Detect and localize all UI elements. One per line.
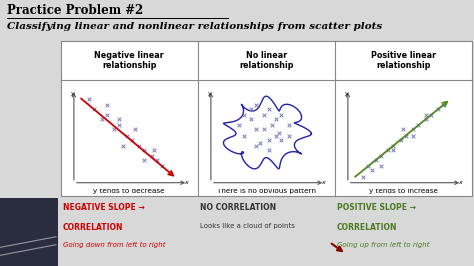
Point (285, 134, 292, 138)
Point (158, 164, 165, 168)
Point (240, 113, 247, 117)
Text: Positive linear
relationship: Positive linear relationship (371, 51, 436, 70)
Point (98, 117, 105, 121)
Text: As x increases,
y tends to increase: As x increases, y tends to increase (369, 181, 438, 194)
Text: Going up from left to right: Going up from left to right (337, 242, 429, 248)
Point (252, 144, 260, 148)
Text: y: y (207, 90, 211, 95)
Point (389, 144, 397, 148)
Point (397, 138, 404, 142)
Point (256, 141, 264, 145)
Point (265, 138, 273, 142)
Point (103, 113, 110, 117)
Point (273, 134, 280, 138)
Point (285, 123, 292, 127)
Bar (0, 198, 58, 266)
Point (103, 103, 110, 107)
Point (240, 134, 247, 138)
Point (153, 158, 161, 162)
Point (399, 127, 407, 132)
Point (402, 134, 410, 138)
Point (260, 127, 267, 132)
Point (265, 107, 273, 111)
Text: y: y (70, 90, 74, 95)
Point (435, 107, 442, 111)
Point (269, 123, 276, 127)
Point (364, 164, 372, 168)
Point (427, 113, 435, 117)
Point (252, 103, 260, 107)
Point (277, 138, 285, 142)
Point (260, 113, 267, 117)
Text: As x increases,
y tends to decrease: As x increases, y tends to decrease (93, 181, 165, 194)
Point (85, 97, 93, 101)
Text: Negative linear
relationship: Negative linear relationship (94, 51, 164, 70)
Point (414, 123, 422, 127)
Point (150, 148, 158, 152)
Point (247, 107, 255, 111)
Text: NO CORRELATION: NO CORRELATION (200, 203, 276, 213)
Point (384, 148, 392, 152)
Point (140, 158, 148, 162)
Text: Practice Problem #2: Practice Problem #2 (7, 4, 143, 17)
Point (265, 148, 273, 152)
Point (273, 117, 280, 121)
Point (132, 127, 139, 132)
Text: Looks like a cloud of points: Looks like a cloud of points (200, 223, 295, 230)
Point (439, 103, 447, 107)
Point (235, 123, 242, 127)
Text: x: x (184, 180, 188, 185)
Point (422, 113, 429, 117)
Point (136, 144, 143, 148)
Text: There is no obvious pattern: There is no obvious pattern (217, 188, 316, 194)
Text: NEGATIVE SLOPE →: NEGATIVE SLOPE → (63, 203, 145, 213)
Text: x: x (321, 180, 325, 185)
Point (247, 117, 255, 121)
Point (359, 174, 367, 179)
Text: CORRELATION: CORRELATION (63, 223, 124, 232)
Point (277, 113, 285, 117)
Text: Classifying linear and nonlinear relationships from scatter plots: Classifying linear and nonlinear relatio… (7, 22, 383, 31)
Text: y: y (344, 90, 348, 95)
Point (372, 158, 379, 162)
Bar (61, 41, 472, 196)
Point (90, 107, 98, 111)
Point (165, 170, 173, 174)
Point (389, 148, 397, 152)
Point (410, 134, 417, 138)
Point (119, 144, 127, 148)
Point (115, 123, 123, 127)
Point (377, 154, 384, 158)
Point (140, 148, 148, 152)
Text: CORRELATION: CORRELATION (337, 223, 398, 232)
Point (252, 127, 260, 132)
Point (148, 154, 155, 158)
Point (110, 127, 118, 132)
Point (128, 138, 136, 142)
Point (422, 117, 429, 121)
Text: Going down from left to right: Going down from left to right (63, 242, 165, 248)
Point (377, 164, 384, 168)
Point (368, 168, 375, 173)
Point (410, 127, 417, 132)
Point (115, 117, 123, 121)
Text: x: x (458, 180, 462, 185)
Text: POSITIVE SLOPE →: POSITIVE SLOPE → (337, 203, 416, 213)
Point (123, 134, 130, 138)
Text: No linear
relationship: No linear relationship (239, 51, 293, 70)
Point (275, 130, 283, 135)
